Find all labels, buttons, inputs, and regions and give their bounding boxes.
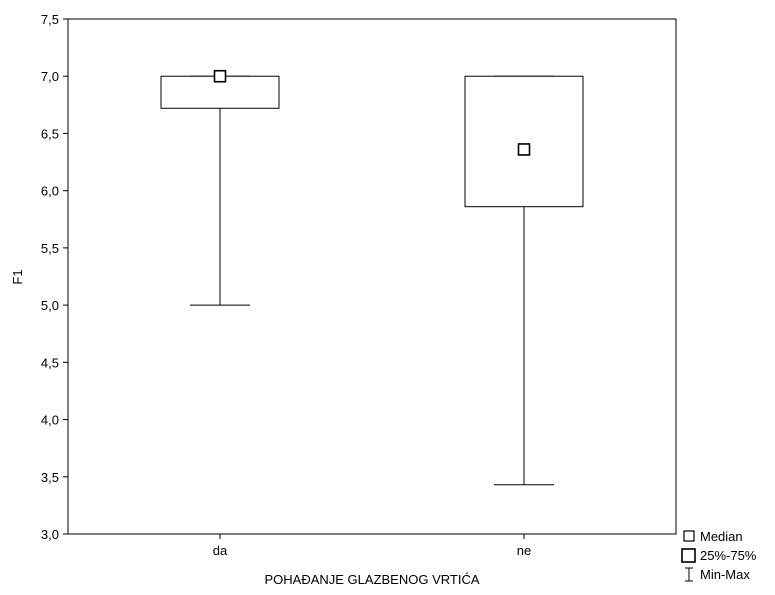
x-tick-label: da — [213, 543, 228, 558]
y-tick-label: 4,5 — [41, 355, 59, 370]
median-marker — [517, 143, 531, 156]
legend-whisker-label: Min-Max — [700, 567, 750, 582]
legend-whisker-icon — [685, 567, 693, 582]
iqr-box — [464, 75, 584, 208]
x-axis-label: POHAĐANJE GLAZBENOG VRTIĆA — [264, 572, 479, 587]
legend-box-label: 25%-75% — [700, 548, 757, 563]
legend-median-icon — [683, 530, 695, 542]
legend-box-icon — [681, 548, 696, 563]
y-tick-label: 7,5 — [41, 12, 59, 27]
y-tick-label: 5,5 — [41, 241, 59, 256]
y-axis: 3,0 3,5 4,0 4,5 5,0 5,5 6,0 6,5 7,0 7,5 — [41, 12, 68, 542]
y-tick-label: 4,0 — [41, 413, 59, 428]
box-series — [160, 69, 584, 486]
x-axis: da ne — [213, 534, 531, 558]
box-group-ne — [464, 75, 584, 486]
box-group-da — [160, 69, 280, 306]
y-tick-label: 7,0 — [41, 69, 59, 84]
median-marker — [213, 69, 227, 83]
legend-median-label: Median — [700, 529, 743, 544]
plot-frame — [67, 18, 677, 535]
x-tick-label: ne — [517, 543, 531, 558]
y-tick-label: 6,0 — [41, 184, 59, 199]
y-tick-label: 3,5 — [41, 470, 59, 485]
y-tick-label: 6,5 — [41, 126, 59, 141]
y-axis-label: F1 — [10, 269, 25, 284]
legend: Median 25%-75% Min-Max — [681, 529, 757, 582]
y-tick-label: 3,0 — [41, 527, 59, 542]
y-tick-label: 5,0 — [41, 298, 59, 313]
